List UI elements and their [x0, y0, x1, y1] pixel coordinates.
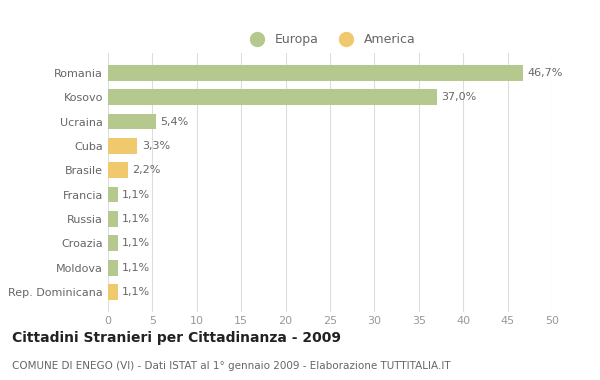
Text: 37,0%: 37,0%: [441, 92, 476, 102]
Text: 1,1%: 1,1%: [122, 190, 151, 200]
Bar: [108, 138, 137, 154]
Text: 1,1%: 1,1%: [122, 287, 151, 297]
Text: 46,7%: 46,7%: [527, 68, 563, 78]
Text: 1,1%: 1,1%: [122, 238, 151, 248]
Bar: [108, 211, 118, 227]
Text: COMUNE DI ENEGO (VI) - Dati ISTAT al 1° gennaio 2009 - Elaborazione TUTTITALIA.I: COMUNE DI ENEGO (VI) - Dati ISTAT al 1° …: [12, 361, 451, 370]
Text: 1,1%: 1,1%: [122, 263, 151, 272]
Bar: [108, 114, 156, 130]
Bar: [108, 89, 437, 105]
Bar: [108, 162, 128, 178]
Bar: [108, 187, 118, 203]
Text: 2,2%: 2,2%: [132, 165, 160, 175]
Bar: [108, 284, 118, 300]
Text: 5,4%: 5,4%: [160, 117, 188, 127]
Text: Cittadini Stranieri per Cittadinanza - 2009: Cittadini Stranieri per Cittadinanza - 2…: [12, 331, 341, 345]
Text: 3,3%: 3,3%: [142, 141, 170, 151]
Bar: [108, 65, 523, 81]
Bar: [108, 235, 118, 251]
Bar: [108, 260, 118, 276]
Legend: Europa, America: Europa, America: [239, 28, 421, 51]
Text: 1,1%: 1,1%: [122, 214, 151, 224]
